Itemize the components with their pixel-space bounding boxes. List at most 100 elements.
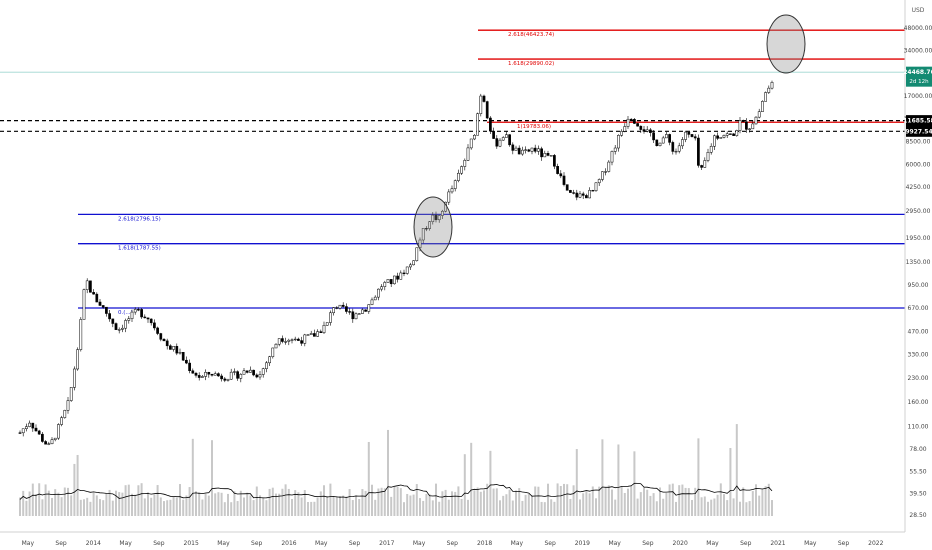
volume-bar (614, 499, 617, 516)
candle-body (533, 147, 537, 152)
volume-bar (83, 499, 85, 516)
price-badge (906, 125, 932, 137)
volume-bar (579, 499, 581, 516)
candle-body (761, 101, 764, 112)
candle-body (745, 121, 748, 130)
volume-bar (275, 493, 277, 516)
candle-body (393, 275, 396, 285)
volume-bar (140, 483, 143, 516)
volume-bar (41, 499, 44, 516)
candle-body (306, 334, 310, 336)
x-tick-label: Sep (544, 540, 556, 547)
y-tick-label: 8500.00 (906, 138, 931, 145)
candle-body (479, 95, 483, 114)
candle-body (565, 184, 569, 191)
volume-bar (751, 491, 754, 516)
volume-bar (748, 501, 751, 516)
x-tick-label: 2019 (575, 540, 590, 547)
volume-ma-line (19, 482, 773, 500)
candle-body (386, 279, 390, 283)
candle-body (633, 119, 636, 124)
candle-body (725, 133, 729, 136)
candle-body (37, 430, 41, 435)
y-tick-label: 330.00 (908, 351, 929, 358)
candle-body (220, 375, 223, 380)
volume-bar (351, 500, 354, 516)
x-tick-label: Sep (838, 540, 850, 547)
candle-body (34, 427, 38, 432)
candle-body (527, 149, 531, 152)
volume-bar (441, 491, 444, 516)
candle-body (460, 166, 463, 174)
volume-bar (150, 497, 153, 516)
volume-bar (185, 495, 188, 516)
candle-body (607, 161, 611, 172)
candle-body (594, 182, 598, 191)
candle-body (274, 343, 278, 349)
volume-bar (153, 494, 156, 516)
volume-bar (607, 485, 610, 516)
x-tick-label: Sep (55, 540, 67, 547)
volume-bar (502, 495, 505, 516)
x-tick-label: May (22, 540, 35, 547)
candle-body (457, 172, 460, 181)
volume-bar (771, 500, 773, 516)
volume-bar (671, 483, 674, 516)
candle-body (89, 280, 92, 293)
candle-body (697, 137, 700, 166)
volume-bar (726, 500, 729, 516)
volume-bar (556, 483, 559, 516)
volume-bar (179, 484, 181, 516)
volume-bar (105, 493, 108, 516)
candle-body (73, 368, 76, 388)
volume-bar (508, 489, 511, 516)
volume-bar (163, 501, 165, 516)
candle-body (226, 378, 230, 381)
candle-body (617, 135, 620, 149)
volume-bar (198, 492, 201, 516)
candle-body (213, 373, 217, 376)
volume-bar (89, 501, 92, 516)
volume-bar (598, 486, 601, 516)
candle-body (92, 292, 95, 295)
candle-body (706, 151, 710, 161)
candle-body (501, 137, 505, 141)
candle-body (345, 306, 348, 312)
volume-bar (188, 487, 191, 516)
x-tick-label: Sep (447, 540, 459, 547)
candle-body (261, 368, 265, 375)
candle-body (498, 139, 502, 147)
candle-body (175, 346, 179, 354)
volume-bar (265, 500, 268, 516)
candle-body (639, 125, 643, 130)
candle-body (178, 352, 182, 354)
candle-body (508, 134, 511, 146)
volume-bar (476, 487, 479, 516)
volume-bar (643, 487, 645, 516)
volume-bar (691, 499, 693, 516)
price-badge-label: 24468.76 (903, 69, 932, 76)
candle-body (169, 345, 172, 350)
y-tick-label: 1350.00 (906, 259, 931, 266)
candle-body (172, 346, 175, 350)
volume-bar (323, 485, 325, 516)
candle-body (405, 266, 409, 274)
volume-bar (252, 500, 255, 516)
volume-bar (569, 498, 572, 516)
candle-body (197, 375, 201, 378)
candle-body (770, 82, 774, 89)
volume-bar (537, 486, 540, 516)
candle-body (626, 118, 630, 127)
candle-body (665, 134, 668, 139)
volume-bar (665, 493, 668, 516)
volume-bar (553, 501, 556, 516)
candle-body (719, 137, 723, 139)
candle-body (399, 272, 403, 280)
volume-bar (271, 487, 274, 516)
candle-body (313, 333, 316, 337)
volume-bar (697, 438, 700, 516)
volume-bar (684, 487, 687, 516)
volume-bar (713, 498, 716, 516)
volume-bar (403, 502, 405, 516)
volume-bar (601, 439, 604, 516)
